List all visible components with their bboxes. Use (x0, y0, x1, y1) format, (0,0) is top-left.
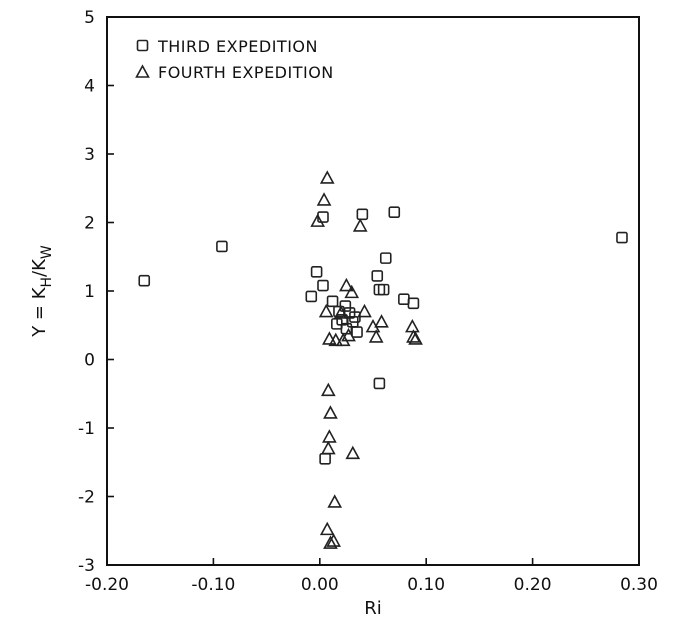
fourth-expedition-point (322, 331, 337, 345)
legend-item-third: THIRD EXPEDITION (136, 37, 318, 56)
fourth-expedition-point (333, 305, 349, 319)
axis-ticks (106, 16, 640, 566)
fourth-expedition-point (406, 329, 421, 343)
x-tick-label: -0.10 (191, 575, 235, 595)
fourth-expedition-point (408, 331, 423, 345)
y-axis-label: Y = KH/KW (29, 245, 55, 338)
third-expedition-point (377, 283, 390, 296)
legend-square-marker (136, 39, 149, 52)
fourth-expedition-point (339, 277, 354, 292)
y-label-sub-h: H (39, 277, 55, 288)
third-expedition-point (351, 326, 363, 338)
fourth-expedition-point (341, 327, 356, 342)
fourth-expedition-point (327, 494, 343, 508)
x-tick-label: 0.10 (407, 575, 445, 595)
third-expedition-point (310, 266, 323, 278)
third-expedition-point (371, 270, 384, 282)
third-expedition-point (356, 208, 369, 221)
legend-triangle-marker (135, 64, 150, 78)
plot-frame (106, 16, 640, 566)
fourth-expedition-point (310, 213, 326, 227)
fourth-expedition-point (374, 314, 389, 328)
fourth-expedition-point (323, 535, 338, 549)
y-tick-label: 2 (84, 214, 95, 234)
fourth-expedition-point (319, 521, 335, 536)
third-expedition-point (138, 274, 151, 287)
y-tick-label: -3 (78, 556, 95, 576)
legend-label-third: THIRD EXPEDITION (157, 37, 318, 56)
third-expedition-point (305, 290, 318, 303)
fourth-expedition-point (344, 284, 360, 299)
y-tick-labels: -3 -2 -1 0 1 2 3 4 5 (78, 8, 95, 576)
fourth-expedition-point (328, 332, 344, 347)
third-expedition-point (373, 377, 386, 390)
third-expedition-point (407, 297, 420, 310)
legend-label-fourth: FOURTH EXPEDITION (158, 63, 334, 82)
x-tick-labels: -0.20 -0.10 0.00 0.10 0.20 0.30 (85, 575, 658, 595)
fourth-expedition-point (405, 318, 420, 333)
x-tick-label: -0.20 (85, 575, 129, 595)
fourth-expedition-point (318, 303, 334, 318)
x-tick-label: 0.20 (514, 575, 552, 595)
fourth-expedition-point (320, 440, 336, 455)
x-tick-label: 0.30 (620, 575, 658, 595)
svg-text:Y = KH/KW: Y = KH/KW (29, 245, 55, 338)
data-points (138, 170, 628, 549)
fourth-expedition-point (319, 170, 335, 184)
fourth-expedition-point (368, 329, 384, 343)
third-expedition-point (388, 206, 401, 219)
y-label-main: Y = K (29, 286, 50, 338)
fourth-expedition-point (357, 303, 372, 318)
x-tick-label: 0.00 (301, 575, 339, 595)
fourth-expedition-point (316, 192, 332, 206)
third-expedition-point (317, 279, 329, 292)
y-label-slash: /K (29, 258, 50, 277)
x-axis-label: Ri (364, 598, 382, 619)
y-tick-label: -2 (78, 488, 95, 508)
fourth-expedition-point (345, 445, 361, 460)
fourth-expedition-point (326, 533, 341, 547)
y-tick-label: -1 (78, 419, 95, 439)
fourth-expedition-point (352, 218, 368, 232)
third-expedition-point (326, 295, 339, 308)
fourth-expedition-point (322, 429, 337, 443)
y-tick-label: 4 (84, 77, 95, 97)
y-tick-label: 0 (84, 351, 95, 371)
legend-item-fourth: FOURTH EXPEDITION (135, 63, 334, 82)
third-expedition-point (319, 453, 331, 465)
third-expedition-point (398, 293, 410, 306)
fourth-expedition-point (320, 382, 336, 397)
y-tick-label: 1 (84, 282, 95, 302)
third-expedition-point (216, 240, 228, 253)
fourth-expedition-point (323, 405, 338, 419)
y-tick-label: 5 (84, 8, 95, 28)
third-expedition-point (379, 252, 392, 264)
y-tick-label: 3 (84, 145, 95, 165)
third-expedition-point (616, 231, 628, 244)
legend: THIRD EXPEDITION FOURTH EXPEDITION (135, 37, 334, 82)
y-label-sub-w: W (39, 245, 55, 259)
